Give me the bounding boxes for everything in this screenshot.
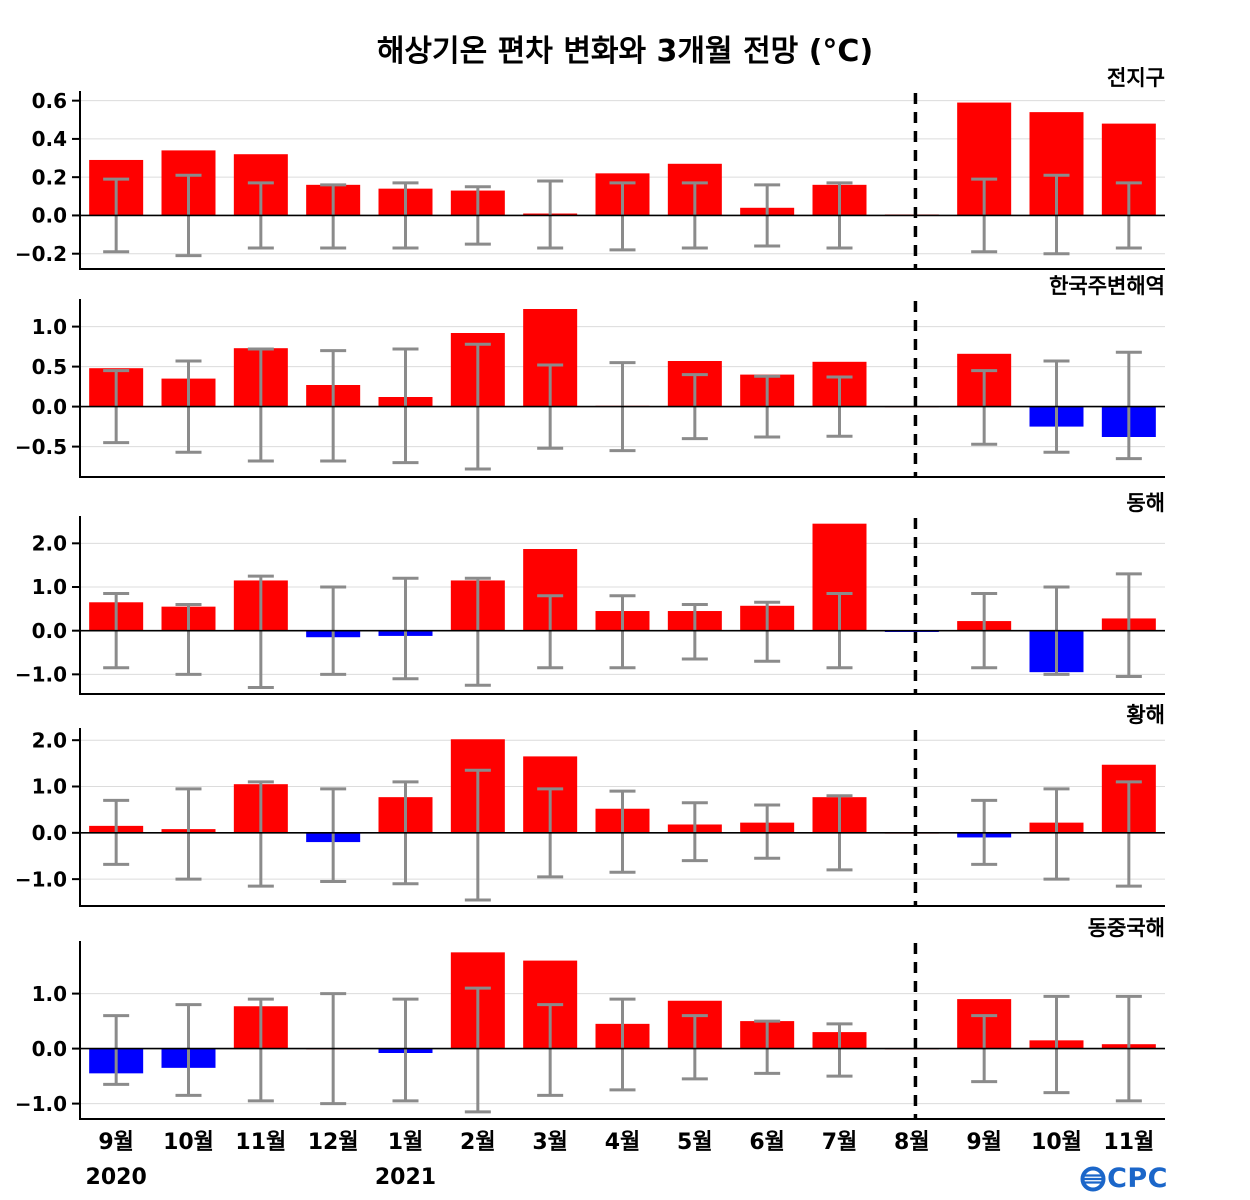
x-tick-label: 9월 [98, 1130, 134, 1155]
y-tick-label: −0.5 [15, 435, 67, 459]
x-tick-label: 6월 [749, 1130, 785, 1155]
y-tick-label: 1.0 [32, 575, 67, 599]
x-tick-label: 10월 [1031, 1130, 1082, 1155]
y-tick-label: −0.2 [15, 242, 67, 266]
y-tick-label: 0.0 [32, 204, 67, 228]
x-tick-label: 11월 [235, 1130, 286, 1155]
x-tick-label: 8월 [894, 1130, 930, 1155]
x-tick-label: 5월 [677, 1130, 713, 1155]
y-tick-label: 0.6 [32, 89, 67, 113]
panel-title: 동중국해 [1088, 916, 1165, 940]
x-tick-label: 10월 [163, 1130, 214, 1155]
y-tick-label: 1.0 [32, 775, 67, 799]
y-tick-label: 2.0 [32, 532, 67, 556]
y-tick-label: 2.0 [32, 728, 67, 752]
chart-title: 해상기온 편차 변화와 3개월 전망 (°C) [376, 34, 874, 69]
y-tick-label: 0.4 [32, 127, 67, 151]
ocpc-logo: CPC [1080, 1163, 1168, 1194]
y-tick-label: −1.0 [15, 663, 67, 687]
panel-title: 황해 [1126, 703, 1165, 727]
y-tick-label: 0.5 [32, 355, 67, 379]
panel-title: 한국주변해역 [1049, 274, 1165, 298]
x-tick-label: 7월 [822, 1130, 858, 1155]
ocpc-globe-icon [1080, 1166, 1106, 1192]
x-tick-label: 12월 [308, 1130, 359, 1155]
year-label: 2020 [86, 1165, 147, 1190]
x-tick-label: 4월 [605, 1130, 641, 1155]
x-tick-label: 9월 [966, 1130, 1002, 1155]
x-tick-label: 2월 [460, 1130, 496, 1155]
y-tick-label: 1.0 [32, 982, 67, 1006]
x-tick-label: 3월 [532, 1130, 568, 1155]
y-tick-label: 1.0 [32, 315, 67, 339]
panel-title: 동해 [1126, 491, 1165, 515]
ocpc-logo-text: CPC [1107, 1163, 1168, 1194]
panel-title: 전지구 [1107, 66, 1165, 90]
y-tick-label: −1.0 [15, 1092, 67, 1116]
x-tick-label: 1월 [388, 1130, 424, 1155]
y-tick-label: 0.0 [32, 1037, 67, 1061]
y-tick-label: −1.0 [15, 867, 67, 891]
year-label: 2021 [375, 1165, 436, 1190]
y-tick-label: 0.0 [32, 619, 67, 643]
y-tick-label: 0.2 [32, 165, 67, 189]
x-tick-label: 11월 [1103, 1130, 1154, 1155]
y-tick-label: 0.0 [32, 395, 67, 419]
y-tick-label: 0.0 [32, 821, 67, 845]
